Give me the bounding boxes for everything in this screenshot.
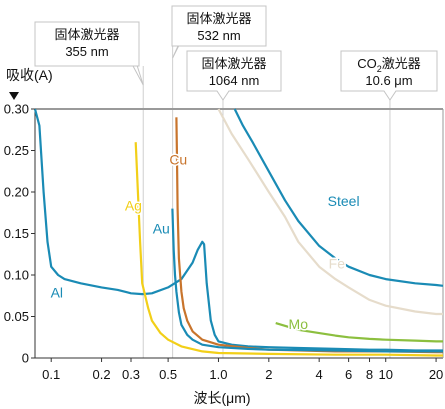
series-label-al: Al <box>51 284 63 300</box>
marker-callout-1 <box>171 5 267 59</box>
marker-label-1: 固体激光器 <box>186 11 251 26</box>
series-label-cu: Cu <box>169 152 187 168</box>
x-tick-label: 20 <box>429 367 443 382</box>
series-line-au <box>171 208 443 353</box>
y-tick-label: 0.30 <box>4 102 29 117</box>
marker-callout-3 <box>340 50 438 101</box>
y-tick-label: 0.15 <box>4 226 29 241</box>
y-axis-title: 吸收(A) <box>6 67 53 83</box>
marker-callout-2 <box>186 50 282 101</box>
y-tick-label: 0.10 <box>4 268 29 283</box>
axis-ticks: 0 0.05 0.10 0.15 0.20 0.25 0.30 0.1 0.2 0.3 0.5 1.0… <box>4 102 444 383</box>
x-tick-label: 1.0 <box>209 367 227 382</box>
series-line-fe <box>217 108 443 316</box>
series-label-mo: Mo <box>289 316 309 332</box>
series-label-fe: Fe <box>329 255 346 271</box>
marker-callout-0 <box>34 21 144 86</box>
x-tick-label: 0.5 <box>159 367 177 382</box>
x-tick-label: 6 <box>345 367 352 382</box>
series-lines <box>33 108 444 357</box>
x-tick-label: 0.2 <box>93 367 111 382</box>
series-label-au: Au <box>153 221 170 237</box>
x-tick-label: 4 <box>316 367 323 382</box>
y-tick-label: 0.25 <box>4 143 29 158</box>
marker-label-2: 固体激光器 <box>201 56 266 71</box>
marker-wavelength-1: 532 nm <box>197 28 240 43</box>
series-line-al <box>33 108 443 352</box>
marker-wavelength-2: 1064 nm <box>209 73 260 88</box>
series-labels: Al Ag Cu Au Steel Fe Mo <box>49 150 361 333</box>
y-tick-label: 0.05 <box>4 309 29 324</box>
marker-wavelength-0: 355 nm <box>65 44 108 59</box>
x-tick-label: 2 <box>265 367 272 382</box>
marker-label-0: 固体激光器 <box>54 27 119 42</box>
x-tick-label: 8 <box>366 367 373 382</box>
series-label-ag: Ag <box>125 197 142 213</box>
marker-label-3: CO2激光器 <box>357 56 421 74</box>
series-line-mo <box>275 322 443 343</box>
x-tick-label: 10 <box>378 367 392 382</box>
series-line-ag <box>134 142 443 357</box>
y-tick-label: 0 <box>22 351 29 366</box>
x-tick-label: 0.1 <box>42 367 60 382</box>
laser-markers: 固体激光器 355 nm 固体激光器 532 nm 固体激光器 1064 nm CO2激光器… <box>34 5 438 358</box>
x-tick-label: 0.3 <box>122 367 140 382</box>
y-tick-label: 0.20 <box>4 185 29 200</box>
series-label-steel: Steel <box>328 193 360 209</box>
marker-wavelength-3: 10.6 μm <box>365 73 412 88</box>
x-axis-title: 波长(μm) <box>193 390 250 406</box>
series-line-steel <box>233 108 444 287</box>
y-axis-arrow-icon <box>9 92 19 100</box>
